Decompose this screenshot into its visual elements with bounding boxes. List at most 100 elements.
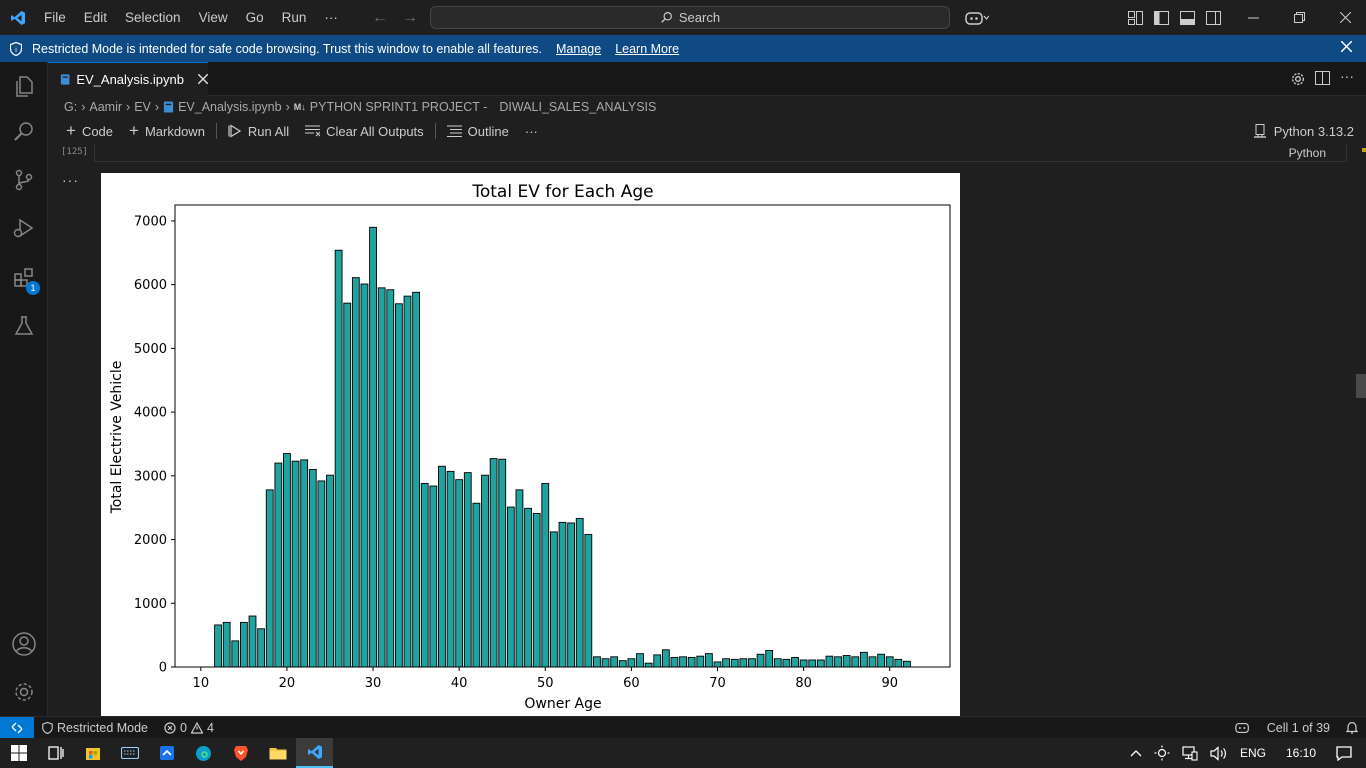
editor-scrollbar-thumb[interactable] xyxy=(1356,374,1366,398)
bar-age-19 xyxy=(274,462,283,668)
toggle-panel-icon[interactable] xyxy=(1174,0,1200,35)
customize-layout-icon[interactable] xyxy=(1122,0,1148,35)
extensions-icon[interactable]: 1 xyxy=(0,254,48,302)
menu-selection[interactable]: Selection xyxy=(125,10,181,25)
add-markdown-cell-button[interactable]: + Markdown xyxy=(121,121,213,141)
menu-edit[interactable]: Edit xyxy=(83,10,108,25)
source-control-icon[interactable] xyxy=(0,156,48,204)
add-markdown-label: Markdown xyxy=(144,123,205,139)
notebook-settings-gear-icon[interactable] xyxy=(1290,71,1306,90)
accounts-icon[interactable] xyxy=(0,620,48,668)
y-tick-label: 3000 xyxy=(134,469,167,484)
bar-age-62 xyxy=(644,662,653,668)
outline-button[interactable]: Outline xyxy=(439,124,517,139)
breadcrumb-folder-aamir[interactable]: Aamir xyxy=(89,100,123,114)
show-hidden-icons-chevron-icon[interactable] xyxy=(1124,749,1148,757)
copilot-status-icon[interactable] xyxy=(1227,722,1259,734)
bar-age-58 xyxy=(610,656,619,668)
bar-age-55 xyxy=(584,534,593,668)
x-tick-label: 20 xyxy=(279,676,296,691)
brave-browser-icon[interactable] xyxy=(222,738,259,768)
tab-label: EV_Analysis.ipynb xyxy=(76,72,184,87)
run-all-icon xyxy=(228,124,242,138)
vscode-taskbar-icon[interactable] xyxy=(296,738,333,768)
restricted-mode-status[interactable]: Restricted Mode xyxy=(34,721,156,735)
manage-link[interactable]: Manage xyxy=(556,41,602,56)
plot-frame xyxy=(174,204,951,668)
close-window-button[interactable] xyxy=(1322,0,1366,35)
menu-go[interactable]: Go xyxy=(245,10,264,25)
network-icon[interactable] xyxy=(1176,745,1204,761)
run-debug-icon[interactable] xyxy=(0,204,48,252)
toolbar-more-button[interactable]: ··· xyxy=(524,123,538,139)
more-actions-icon[interactable]: ··· xyxy=(1340,68,1354,84)
bar-age-23 xyxy=(308,469,317,668)
search-view-icon[interactable] xyxy=(0,108,48,156)
problems-status[interactable]: 0 4 xyxy=(156,721,222,735)
menu-view[interactable]: View xyxy=(198,10,228,25)
bar-chart: Total EV for Each Age Owner Age Total El… xyxy=(109,182,951,712)
vscode-logo-icon xyxy=(0,0,35,35)
microsoft-store-icon[interactable] xyxy=(74,738,111,768)
manage-gear-icon[interactable] xyxy=(0,668,48,716)
edge-browser-icon[interactable] xyxy=(185,738,222,768)
menu-run[interactable]: Run xyxy=(281,10,307,25)
notifications-bell-icon[interactable] xyxy=(1338,721,1366,734)
toggle-primary-sidebar-icon[interactable] xyxy=(1148,0,1174,35)
bar-age-25 xyxy=(326,474,334,668)
explorer-icon[interactable] xyxy=(0,62,48,110)
command-center-search[interactable]: Search xyxy=(430,6,950,29)
close-banner-icon[interactable] xyxy=(1340,40,1353,55)
breadcrumb-drive[interactable]: G: xyxy=(64,100,78,114)
minimize-button[interactable] xyxy=(1230,0,1276,35)
notification-center-icon[interactable] xyxy=(1330,745,1366,761)
bar-age-71 xyxy=(722,658,731,668)
bar-age-83 xyxy=(825,655,834,668)
x-tick-label: 80 xyxy=(795,676,812,691)
on-screen-keyboard-icon[interactable] xyxy=(111,738,148,768)
breadcrumb-section[interactable]: PYTHON SPRINT1 PROJECT - xyxy=(309,100,488,114)
code-cell-editor[interactable]: Python xyxy=(94,144,1347,162)
bar-age-64 xyxy=(661,649,670,668)
remote-desktop-icon[interactable] xyxy=(148,738,185,768)
restore-button[interactable] xyxy=(1276,0,1322,35)
chevron-right-icon: › xyxy=(154,100,160,114)
menu-more[interactable]: ··· xyxy=(324,10,338,25)
volume-icon[interactable] xyxy=(1204,745,1234,761)
clock[interactable]: 16:10 xyxy=(1285,746,1316,760)
split-editor-icon[interactable] xyxy=(1315,71,1330,88)
file-explorer-icon[interactable] xyxy=(259,738,296,768)
error-count: 0 xyxy=(180,720,187,735)
close-tab-icon[interactable] xyxy=(197,72,209,87)
cell-position-status[interactable]: Cell 1 of 39 xyxy=(1266,720,1330,735)
bar-age-51 xyxy=(549,531,558,668)
kernel-picker[interactable]: Python 3.13.2 xyxy=(1253,118,1354,144)
x-tick-label: 40 xyxy=(451,676,468,691)
tab-ev-analysis[interactable]: EV_Analysis.ipynb xyxy=(48,62,209,96)
bar-age-48 xyxy=(524,507,532,668)
clear-all-outputs-button[interactable]: Clear All Outputs xyxy=(297,124,432,139)
brightness-icon[interactable] xyxy=(1148,745,1176,761)
run-all-button[interactable]: Run All xyxy=(220,124,297,139)
breadcrumb: G: › Aamir › EV › EV_Analysis.ipynb › M↓… xyxy=(48,96,1366,118)
back-arrow-icon[interactable]: ← xyxy=(372,8,388,26)
testing-flask-icon[interactable] xyxy=(0,302,48,350)
menu-file[interactable]: File xyxy=(44,10,66,25)
breadcrumb-file[interactable]: EV_Analysis.ipynb xyxy=(178,100,282,114)
remote-indicator-icon[interactable] xyxy=(0,716,34,739)
plus-icon: + xyxy=(66,121,76,140)
task-view-icon[interactable] xyxy=(37,738,74,768)
breadcrumb-folder-ev[interactable]: EV xyxy=(134,100,151,114)
windows-start-icon[interactable] xyxy=(0,738,37,768)
bar-age-35 xyxy=(412,291,421,668)
bar-age-56 xyxy=(593,656,601,668)
output-more-actions[interactable]: ··· xyxy=(62,172,79,188)
cell-language-label[interactable]: Python xyxy=(1288,146,1326,160)
toggle-secondary-sidebar-icon[interactable] xyxy=(1200,0,1226,35)
input-language-indicator[interactable]: ENG xyxy=(1239,746,1266,760)
add-code-cell-button[interactable]: + Code xyxy=(58,121,121,141)
breadcrumb-subsection[interactable]: DIWALI_SALES_ANALYSIS xyxy=(499,100,657,114)
copilot-icon[interactable] xyxy=(960,0,994,35)
learn-more-link[interactable]: Learn More xyxy=(615,41,680,56)
forward-arrow-icon[interactable]: → xyxy=(402,8,418,26)
